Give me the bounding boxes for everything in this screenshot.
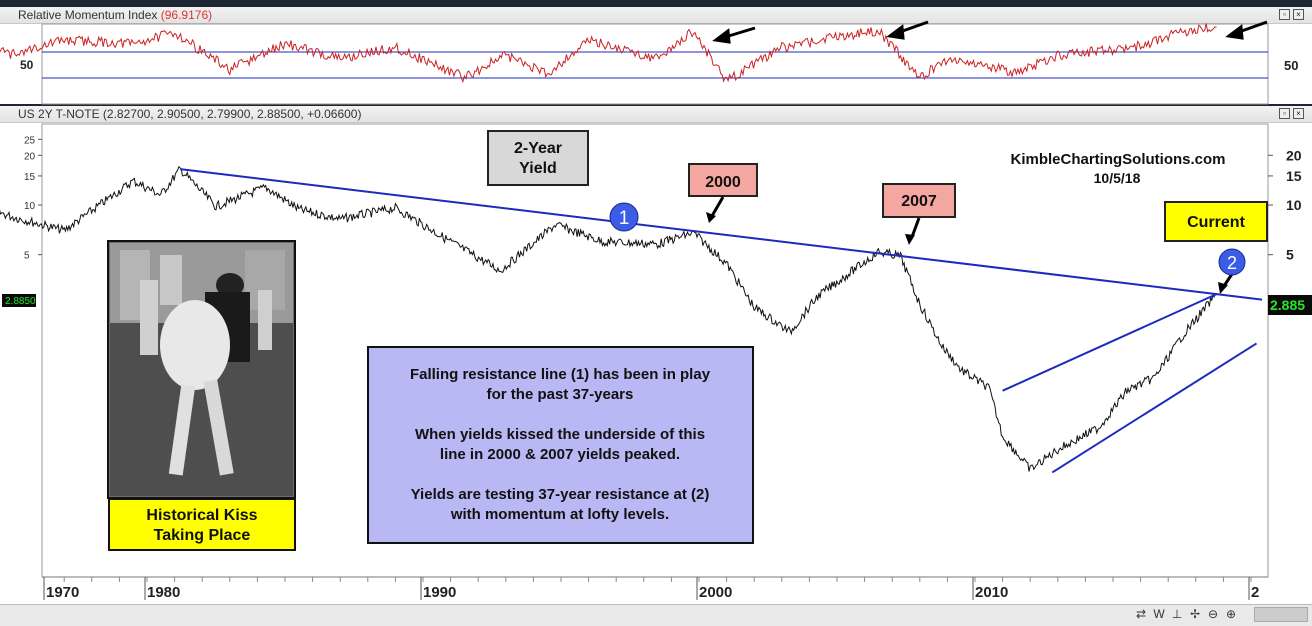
status-bar: ⇄ W ⊥ ✢ ⊖ ⊕ (0, 604, 1312, 626)
rmi-axis-left-label: 50 (20, 58, 34, 72)
arrow-2000-down-head (706, 212, 716, 223)
chart-tools: ⇄ W ⊥ ✢ ⊖ ⊕ (1134, 607, 1238, 621)
rmi-plot-area (41, 23, 1269, 105)
marker-1 (609, 202, 639, 232)
zoom-in-icon[interactable]: ⊕ (1225, 607, 1237, 621)
brand-label: KimbleChartingSolutions.com (1010, 151, 1225, 168)
restore-icon[interactable]: ▫ (1279, 9, 1290, 20)
rmi-arrows (712, 20, 1268, 44)
price-title: US 2Y T-NOTE (2.82700, 2.90500, 2.79900,… (18, 107, 362, 121)
label-2007: 2007 (901, 193, 937, 210)
y-tick-left-20: 20 (24, 151, 36, 162)
close-icon[interactable]: × (1293, 108, 1304, 119)
restore-icon[interactable]: ▫ (1279, 108, 1290, 119)
note-line: with momentum at lofty levels. (450, 506, 669, 523)
sync-icon[interactable]: ⇄ (1135, 607, 1147, 621)
note-text: Falling resistance line (1) has been in … (410, 366, 711, 523)
marker-1-label: 1 (619, 208, 630, 229)
y-tick-right-20: 20 (1286, 147, 1302, 163)
note-line: Yields are testing 37-year resistance at… (411, 486, 710, 503)
kiss-caption-line1: Historical Kiss (146, 507, 257, 524)
x-tick-2010: 2010 (975, 584, 1008, 601)
x-tick-1990: 1990 (423, 584, 456, 601)
arrow-current-down (1222, 273, 1234, 287)
marker-2-label: 2 (1227, 253, 1237, 273)
arrow-2000-head (712, 28, 731, 44)
trend-lines (180, 168, 1263, 474)
date-label: 10/5/18 (1094, 170, 1141, 186)
label-2000: 2000 (705, 174, 741, 191)
arrow-current-down-head (1218, 282, 1228, 294)
horizontal-scrollbar[interactable] (1254, 607, 1308, 622)
y-tick-right-10: 10 (1286, 197, 1302, 213)
arrow-2007-down (910, 217, 921, 238)
close-icon[interactable]: × (1293, 9, 1304, 20)
label-current-box (1164, 201, 1268, 242)
x-tick-1970: 1970 (46, 584, 79, 601)
price-series-line (0, 165, 1217, 472)
y-tick-left-25: 25 (24, 135, 36, 146)
zoom-out-icon[interactable]: ⊖ (1207, 607, 1219, 621)
y-tick-right-15: 15 (1286, 168, 1302, 184)
x-axis: 1970 1980 1990 2000 2010 2 (42, 576, 1268, 601)
y-axis: 25 20 15 10 5 20 15 10 5 (24, 135, 1302, 262)
y-tick-left-10: 10 (24, 201, 36, 212)
note-box (367, 346, 754, 544)
price-window-controls: ▫ × (1279, 108, 1304, 119)
rmi-value: (96.9176) (160, 8, 213, 22)
rmi-axis-right-label: 50 (1284, 58, 1298, 73)
arrow-current-head (1225, 24, 1244, 40)
kiss-photo (107, 240, 296, 499)
label-yield: Yield (519, 160, 557, 177)
marker-2 (1218, 248, 1246, 276)
note-line: Falling resistance line (1) has been in … (410, 366, 711, 383)
weekly-icon[interactable]: W (1153, 607, 1165, 621)
kiss-caption-box (108, 498, 296, 551)
arrow-2007-down-head (905, 234, 915, 245)
label-2000-box (688, 163, 758, 197)
x-tick-1980: 1980 (147, 584, 180, 601)
arrow-2000-down (710, 196, 725, 217)
rmi-window-controls: ▫ × (1279, 9, 1304, 20)
y-tick-right-5: 5 (1286, 247, 1294, 263)
note-line: line in 2000 & 2007 yields peaked. (440, 446, 680, 463)
note-line: for the past 37-years (487, 386, 634, 403)
label-2007-box (882, 183, 956, 218)
rmi-series-line (0, 23, 1217, 84)
crosshair-icon[interactable]: ✢ (1189, 607, 1201, 621)
pin-icon[interactable]: ⊥ (1171, 607, 1183, 621)
x-tick-2: 2 (1251, 584, 1259, 601)
label-current: Current (1187, 214, 1245, 231)
y-tick-left-15: 15 (24, 172, 36, 183)
trend-line-channel-upper (1002, 293, 1217, 392)
trend-line-resistance (180, 168, 1263, 301)
last-value-right: 2.885 (1270, 297, 1305, 313)
note-line: When yields kissed the underside of this (415, 426, 705, 443)
label-2year-box (487, 130, 589, 186)
y-tick-left-5: 5 (24, 251, 30, 262)
arrow-2007-head (886, 24, 905, 40)
label-2year: 2-Year (514, 140, 562, 157)
trend-line-channel-lower (1051, 342, 1258, 474)
rmi-title: Relative Momentum Index (18, 8, 158, 22)
last-value-left-box (2, 294, 36, 307)
last-value-left: 2.8850 (5, 296, 36, 307)
x-tick-2000: 2000 (699, 584, 732, 601)
kiss-caption-line2: Taking Place (154, 527, 251, 544)
last-value-right-box (1268, 295, 1312, 315)
price-titlebar: US 2Y T-NOTE (2.82700, 2.90500, 2.79900,… (0, 106, 1312, 123)
